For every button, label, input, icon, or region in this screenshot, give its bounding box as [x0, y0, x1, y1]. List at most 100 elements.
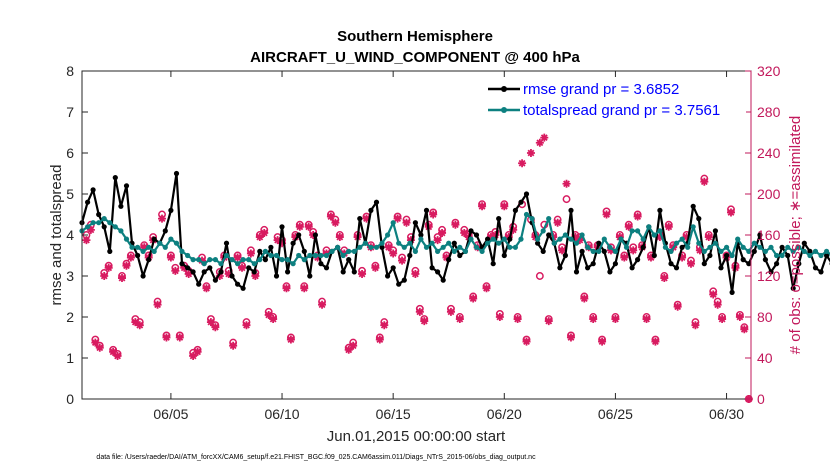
- totalspread-point: [496, 240, 502, 246]
- totalspread-point: [379, 240, 385, 246]
- obs-assimilated-point: [242, 321, 251, 330]
- rmse-point: [290, 240, 296, 246]
- totalspread-point: [779, 252, 785, 259]
- totalspread-point: [479, 248, 485, 254]
- rmse-point: [696, 216, 702, 222]
- totalspread-point: [701, 248, 707, 254]
- totalspread-point: [390, 220, 396, 226]
- rmse-point: [762, 257, 769, 263]
- obs-assimilated-point: [513, 315, 522, 324]
- rmse-point: [601, 248, 607, 254]
- obs-assimilated-point: [95, 343, 104, 352]
- obs-assimilated-point: [451, 220, 460, 229]
- obs-assimilated-point: [135, 321, 144, 330]
- obs-assimilated-point: [380, 321, 389, 330]
- y-tick-label-left: 4: [66, 227, 74, 243]
- totalspread-point: [507, 244, 513, 250]
- rmse-point: [179, 261, 185, 267]
- rmse-point: [612, 261, 619, 267]
- rmse-point: [412, 220, 418, 226]
- rmse-point: [351, 269, 357, 275]
- rmse-point: [312, 232, 318, 238]
- rmse-point: [790, 285, 796, 291]
- totalspread-point: [207, 257, 213, 263]
- rmse-point: [785, 252, 791, 259]
- totalspread-point: [785, 244, 791, 250]
- totalspread-point: [490, 236, 496, 242]
- totalspread-point: [129, 244, 135, 250]
- obs-assimilated-point: [433, 236, 442, 245]
- totalspread-point: [596, 248, 602, 254]
- totalspread-point: [446, 240, 452, 246]
- obs-assimilated-point: [606, 246, 615, 255]
- obs-assimilated-point: [624, 222, 633, 231]
- totalspread-point: [362, 240, 368, 246]
- totalspread-point: [335, 244, 341, 250]
- obs-assimilated-point: [446, 307, 455, 316]
- rmse-point: [712, 228, 719, 234]
- obs-assimilated-point: [335, 233, 344, 242]
- obs-assimilated-point: [518, 159, 527, 168]
- totalspread-point: [468, 236, 474, 242]
- obs-assimilated-point: [580, 294, 589, 303]
- rmse-point: [101, 224, 107, 230]
- obs-assimilated-point: [686, 259, 695, 268]
- y-tick-label-right: 160: [757, 227, 781, 243]
- rmse-point: [318, 261, 324, 267]
- totalspread-point: [135, 244, 141, 250]
- totalspread-point: [212, 257, 218, 263]
- rmse-point: [451, 240, 457, 246]
- y-tick-label-left: 7: [66, 104, 74, 120]
- totalspread-point: [535, 236, 541, 242]
- totalspread-point: [818, 252, 824, 259]
- rmse-point: [507, 236, 513, 242]
- totalspread-point: [579, 232, 585, 238]
- totalspread-point: [573, 240, 580, 246]
- rmse-point: [635, 257, 641, 263]
- rmse-point: [473, 232, 480, 238]
- obs-assimilated-point: [206, 318, 215, 327]
- totalspread-point: [157, 240, 163, 246]
- totalspread-point: [601, 236, 607, 242]
- totalspread-point: [179, 248, 185, 254]
- obs-assimilated-point: [158, 214, 167, 223]
- obs-assimilated-point: [566, 333, 575, 342]
- obs-assimilated-point: [598, 337, 607, 346]
- rmse-point: [457, 252, 463, 259]
- totalspread-point: [107, 220, 113, 226]
- obs-assimilated-point: [571, 233, 580, 242]
- totalspread-point: [790, 248, 796, 254]
- obs-assimilated-point: [260, 228, 269, 237]
- rmse-point: [196, 281, 202, 287]
- totalspread-point: [85, 224, 91, 230]
- totalspread-point: [746, 248, 752, 254]
- obs-assimilated-point: [198, 256, 207, 265]
- obs-assimilated-point: [384, 243, 393, 252]
- rmse-point: [490, 261, 496, 267]
- obs-assimilated-point: [202, 284, 211, 293]
- rmse-point: [112, 175, 118, 181]
- totalspread-point: [296, 252, 302, 259]
- obs-assimilated-point: [162, 333, 171, 342]
- totalspread-point: [251, 261, 257, 267]
- obs-assimilated-point: [91, 338, 100, 347]
- obs-assimilated-point: [82, 236, 91, 245]
- totalspread-point: [812, 248, 819, 254]
- totalspread-point: [473, 244, 480, 250]
- x-tick-label: 06/20: [487, 406, 522, 422]
- obs-assimilated-point: [171, 266, 180, 275]
- totalspread-point: [307, 252, 313, 259]
- obs-assimilated-point: [318, 300, 327, 309]
- legend-rmse-label: rmse grand pr = 3.6852: [523, 81, 679, 98]
- rmse-point: [262, 257, 268, 263]
- rmse-point: [540, 248, 546, 254]
- rmse-point: [640, 244, 646, 250]
- obs-assimilated-point: [375, 335, 384, 344]
- rmse-point: [423, 207, 430, 213]
- obs-assimilated-point: [109, 347, 118, 356]
- rmse-point: [296, 232, 302, 238]
- totalspread-point: [651, 232, 657, 238]
- obs-assimilated-point: [673, 302, 682, 311]
- rmse-point: [651, 252, 657, 259]
- rmse-point: [429, 265, 435, 271]
